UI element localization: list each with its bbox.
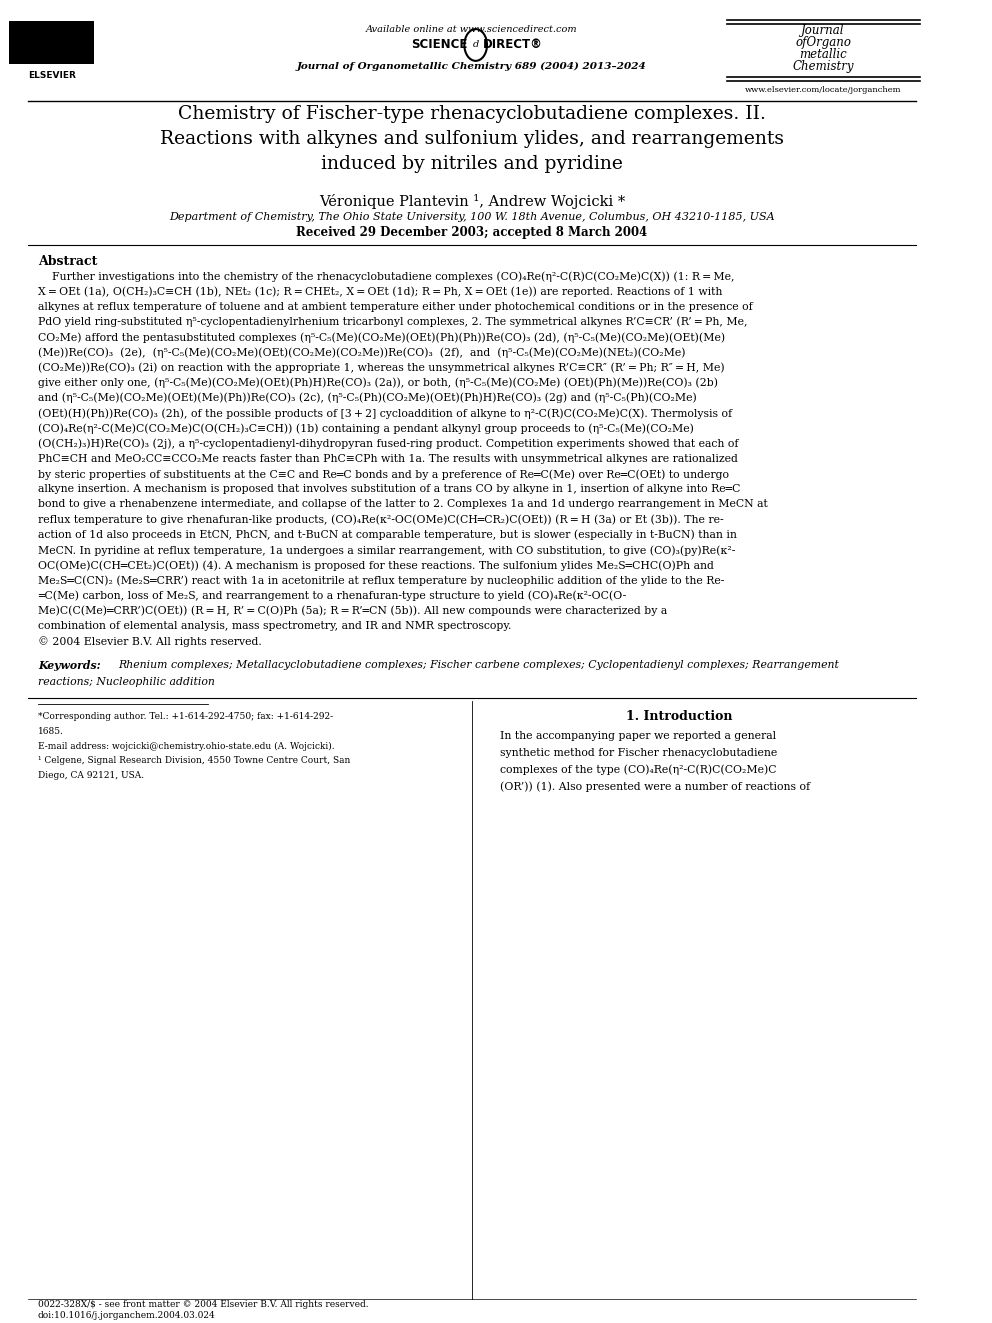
- Text: Journal of Organometallic Chemistry 689 (2004) 2013–2024: Journal of Organometallic Chemistry 689 …: [297, 62, 647, 70]
- Text: (OR’)) (1). Also presented were a number of reactions of: (OR’)) (1). Also presented were a number…: [500, 782, 810, 792]
- Text: Rhenium complexes; Metallacyclobutadiene complexes; Fischer carbene complexes; C: Rhenium complexes; Metallacyclobutadiene…: [118, 659, 839, 669]
- Bar: [10, 21, 94, 64]
- Text: Keywords:: Keywords:: [38, 659, 100, 671]
- Text: combination of elemental analysis, mass spectrometry, and IR and NMR spectroscop: combination of elemental analysis, mass …: [38, 622, 511, 631]
- Text: E-mail address: wojcicki@chemistry.ohio-state.edu (A. Wojcicki).: E-mail address: wojcicki@chemistry.ohio-…: [38, 741, 334, 750]
- Text: (CO₂Me))Re(CO)₃ (2i) on reaction with the appropriate 1, whereas the unsymmetric: (CO₂Me))Re(CO)₃ (2i) on reaction with th…: [38, 363, 724, 373]
- Text: PhC≡CH and MeO₂CC≡CCO₂Me reacts faster than PhC≡CPh with 1a. The results with un: PhC≡CH and MeO₂CC≡CCO₂Me reacts faster t…: [38, 454, 738, 464]
- Text: synthetic method for Fischer rhenacyclobutadiene: synthetic method for Fischer rhenacyclob…: [500, 747, 778, 758]
- Text: Me)C(C(Me)═CRR’)C(OEt)) (R = H, R’ = C(O)Ph (5a); R = R’═CN (5b)). All new compo: Me)C(C(Me)═CRR’)C(OEt)) (R = H, R’ = C(O…: [38, 606, 667, 617]
- Text: and (η⁵-C₅(Me)(CO₂Me)(OEt)(Me)(Ph))Re(CO)₃ (2c), (η⁵-C₅(Ph)(CO₂Me)(OEt)(Ph)H)Re(: and (η⁵-C₅(Me)(CO₂Me)(OEt)(Me)(Ph))Re(CO…: [38, 393, 696, 404]
- Text: (OEt)(H)(Ph))Re(CO)₃ (2h), of the possible products of [3 + 2] cycloaddition of : (OEt)(H)(Ph))Re(CO)₃ (2h), of the possib…: [38, 407, 732, 418]
- Text: Received 29 December 2003; accepted 8 March 2004: Received 29 December 2003; accepted 8 Ma…: [297, 226, 648, 239]
- Text: doi:10.1016/j.jorganchem.2004.03.024: doi:10.1016/j.jorganchem.2004.03.024: [38, 1311, 215, 1319]
- Text: Available online at www.sciencedirect.com: Available online at www.sciencedirect.co…: [366, 25, 577, 33]
- Text: complexes of the type (CO)₄Re(η²-C(R)C(CO₂Me)C: complexes of the type (CO)₄Re(η²-C(R)C(C…: [500, 765, 777, 775]
- Text: 0022-328X/$ - see front matter © 2004 Elsevier B.V. All rights reserved.: 0022-328X/$ - see front matter © 2004 El…: [38, 1301, 368, 1308]
- Text: (O(CH₂)₃)H)Re(CO)₃ (2j), a η⁵-cyclopentadienyl-dihydropyran fused-ring product. : (O(CH₂)₃)H)Re(CO)₃ (2j), a η⁵-cyclopenta…: [38, 438, 738, 448]
- Text: d: d: [472, 40, 479, 49]
- Text: Véronique Plantevin ¹, Andrew Wojcicki *: Véronique Plantevin ¹, Andrew Wojcicki *: [318, 193, 625, 209]
- Text: CO₂Me) afford the pentasubstituted complexes (η⁵-C₅(Me)(CO₂Me)(OEt)(Ph)(Ph))Re(C: CO₂Me) afford the pentasubstituted compl…: [38, 332, 725, 343]
- Text: In the accompanying paper we reported a general: In the accompanying paper we reported a …: [500, 730, 777, 741]
- Text: Chemistry: Chemistry: [793, 60, 854, 73]
- Text: ═C(Me) carbon, loss of Me₂S, and rearrangement to a rhenafuran-type structure to: ═C(Me) carbon, loss of Me₂S, and rearran…: [38, 590, 626, 601]
- Text: alkynes at reflux temperature of toluene and at ambient temperature either under: alkynes at reflux temperature of toluene…: [38, 302, 753, 312]
- Text: by steric properties of substituents at the C≡C and Re═C bonds and by a preferen: by steric properties of substituents at …: [38, 468, 729, 479]
- Text: X = OEt (1a), O(CH₂)₃C≡CH (1b), NEt₂ (1c); R = CHEt₂, X = OEt (1d); R = Ph, X = : X = OEt (1a), O(CH₂)₃C≡CH (1b), NEt₂ (1c…: [38, 286, 722, 296]
- Text: (Me))Re(CO)₃  (2e),  (η⁵-C₅(Me)(CO₂Me)(OEt)(CO₂Me)(CO₂Me))Re(CO)₃  (2f),  and  (: (Me))Re(CO)₃ (2e), (η⁵-C₅(Me)(CO₂Me)(OEt…: [38, 347, 685, 357]
- Text: Further investigations into the chemistry of the rhenacyclobutadiene complexes (: Further investigations into the chemistr…: [38, 271, 734, 282]
- Text: reflux temperature to give rhenafuran-like products, (CO)₄Re(κ²-OC(OMe)C(CH═CR₂): reflux temperature to give rhenafuran-li…: [38, 515, 723, 525]
- Text: ELSEVIER: ELSEVIER: [28, 71, 75, 81]
- Text: *Corresponding author. Tel.: +1-614-292-4750; fax: +1-614-292-: *Corresponding author. Tel.: +1-614-292-…: [38, 712, 333, 721]
- Text: 1685.: 1685.: [38, 726, 63, 736]
- Text: 1. Introduction: 1. Introduction: [626, 709, 733, 722]
- Text: reactions; Nucleophilic addition: reactions; Nucleophilic addition: [38, 676, 214, 687]
- Text: www.elsevier.com/locate/jorganchem: www.elsevier.com/locate/jorganchem: [745, 86, 902, 94]
- Text: DIRECT®: DIRECT®: [482, 38, 543, 52]
- Text: ofOrgano: ofOrgano: [795, 36, 851, 49]
- Text: Abstract: Abstract: [38, 255, 97, 269]
- Text: ¹ Celgene, Signal Research Division, 4550 Towne Centre Court, San: ¹ Celgene, Signal Research Division, 455…: [38, 757, 350, 765]
- Text: metallic: metallic: [800, 48, 847, 61]
- Text: MeCN. In pyridine at reflux temperature, 1a undergoes a similar rearrangement, w: MeCN. In pyridine at reflux temperature,…: [38, 545, 735, 556]
- Text: action of 1d also proceeds in EtCN, PhCN, and t-BuCN at comparable temperature, : action of 1d also proceeds in EtCN, PhCN…: [38, 529, 737, 540]
- Text: Chemistry of Fischer-type rhenacyclobutadiene complexes. II.
Reactions with alky: Chemistry of Fischer-type rhenacyclobuta…: [160, 105, 784, 173]
- Text: alkyne insertion. A mechanism is proposed that involves substitution of a trans : alkyne insertion. A mechanism is propose…: [38, 484, 740, 495]
- Text: PdO yield ring-substituted η⁵-cyclopentadienylrhenium tricarbonyl complexes, 2. : PdO yield ring-substituted η⁵-cyclopenta…: [38, 316, 747, 327]
- Text: © 2004 Elsevier B.V. All rights reserved.: © 2004 Elsevier B.V. All rights reserved…: [38, 636, 262, 647]
- Text: Department of Chemistry, The Ohio State University, 100 W. 18th Avenue, Columbus: Department of Chemistry, The Ohio State …: [169, 212, 775, 222]
- Text: SCIENCE: SCIENCE: [411, 38, 467, 52]
- Text: Diego, CA 92121, USA.: Diego, CA 92121, USA.: [38, 770, 144, 779]
- Text: bond to give a rhenabenzene intermediate, and collapse of the latter to 2. Compl: bond to give a rhenabenzene intermediate…: [38, 499, 768, 509]
- Text: OC(OMe)C(CH═CEt₂)C(OEt)) (4). A mechanism is proposed for these reactions. The s: OC(OMe)C(CH═CEt₂)C(OEt)) (4). A mechanis…: [38, 561, 713, 570]
- Text: Journal: Journal: [802, 24, 845, 37]
- Text: Me₂S═C(CN)₂ (Me₂S═CRR’) react with 1a in acetonitrile at reflux temperature by n: Me₂S═C(CN)₂ (Me₂S═CRR’) react with 1a in…: [38, 576, 724, 586]
- Text: (CO)₄Re(η²-C(Me)C(CO₂Me)C(O(CH₂)₃C≡CH)) (1b) containing a pendant alkynyl group : (CO)₄Re(η²-C(Me)C(CO₂Me)C(O(CH₂)₃C≡CH)) …: [38, 423, 693, 434]
- Text: give either only one, (η⁵-C₅(Me)(CO₂Me)(OEt)(Ph)H)Re(CO)₃ (2a)), or both, (η⁵-C₅: give either only one, (η⁵-C₅(Me)(CO₂Me)(…: [38, 378, 718, 388]
